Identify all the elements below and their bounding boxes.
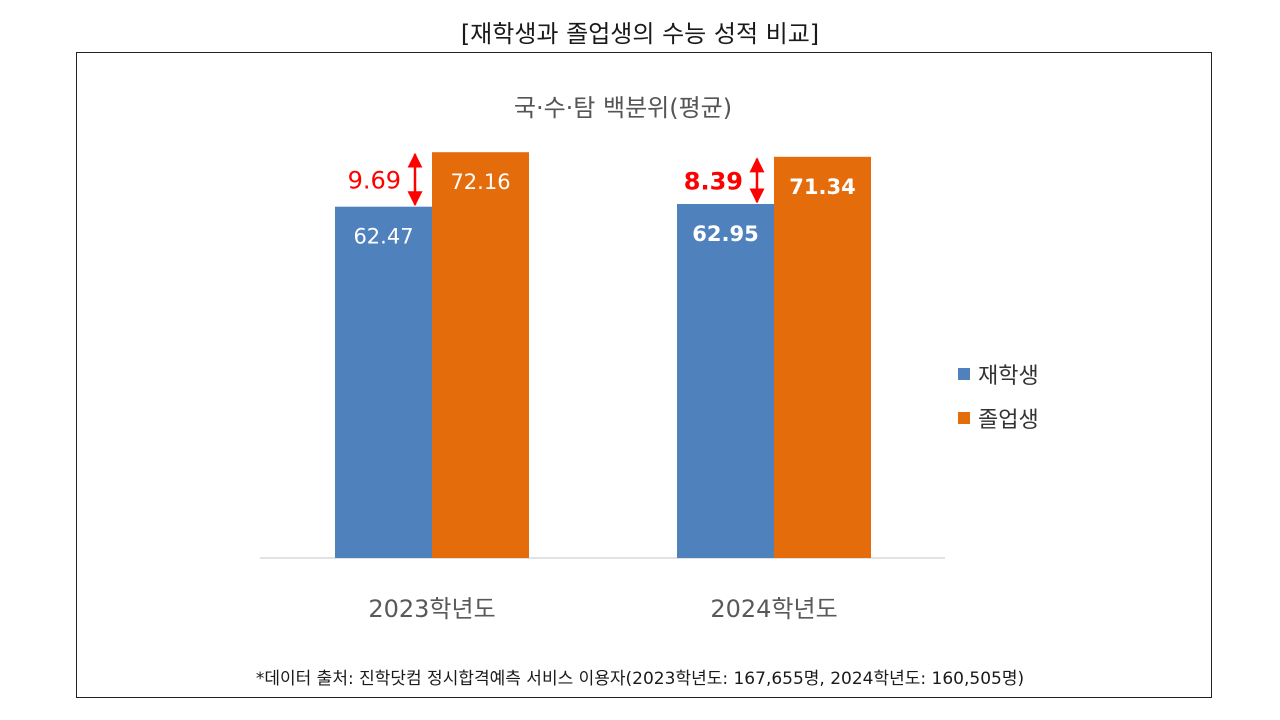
legend-label-graduate: 졸업생 — [978, 408, 1039, 433]
outer-title: [재학생과 졸업생의 수능 성적 비교] — [460, 20, 820, 48]
legend-item-current: 재학생 — [958, 352, 1039, 396]
bar-current-1 — [677, 203, 774, 558]
legend-label-current: 재학생 — [978, 364, 1039, 389]
difference-label-1: 8.39 — [684, 167, 743, 195]
legend-swatch-graduate — [958, 412, 970, 424]
difference-label-0: 9.69 — [348, 166, 401, 194]
footnote: *데이터 출처: 진학닷컴 정시합격예측 서비스 이용자(2023학년도: 16… — [255, 669, 1025, 689]
bar-current-0 — [335, 206, 432, 558]
bar-graduate-0 — [432, 152, 529, 558]
chart-title: 국·수·탐 백분위(평균) — [514, 94, 732, 122]
bar-graduate-1 — [774, 156, 871, 558]
legend-item-graduate: 졸업생 — [958, 396, 1039, 440]
data-label-current-1: 62.95 — [692, 222, 758, 246]
legend: 재학생 졸업생 — [958, 352, 1039, 440]
data-label-current-0: 62.47 — [353, 225, 413, 249]
data-label-graduate-1: 71.34 — [789, 175, 855, 199]
x-tick-label-1: 2024학년도 — [710, 595, 837, 623]
x-tick-label-0: 2023학년도 — [368, 595, 495, 623]
chart-frame — [76, 52, 1212, 698]
data-label-graduate-0: 72.16 — [450, 170, 510, 194]
legend-swatch-current — [958, 368, 970, 380]
